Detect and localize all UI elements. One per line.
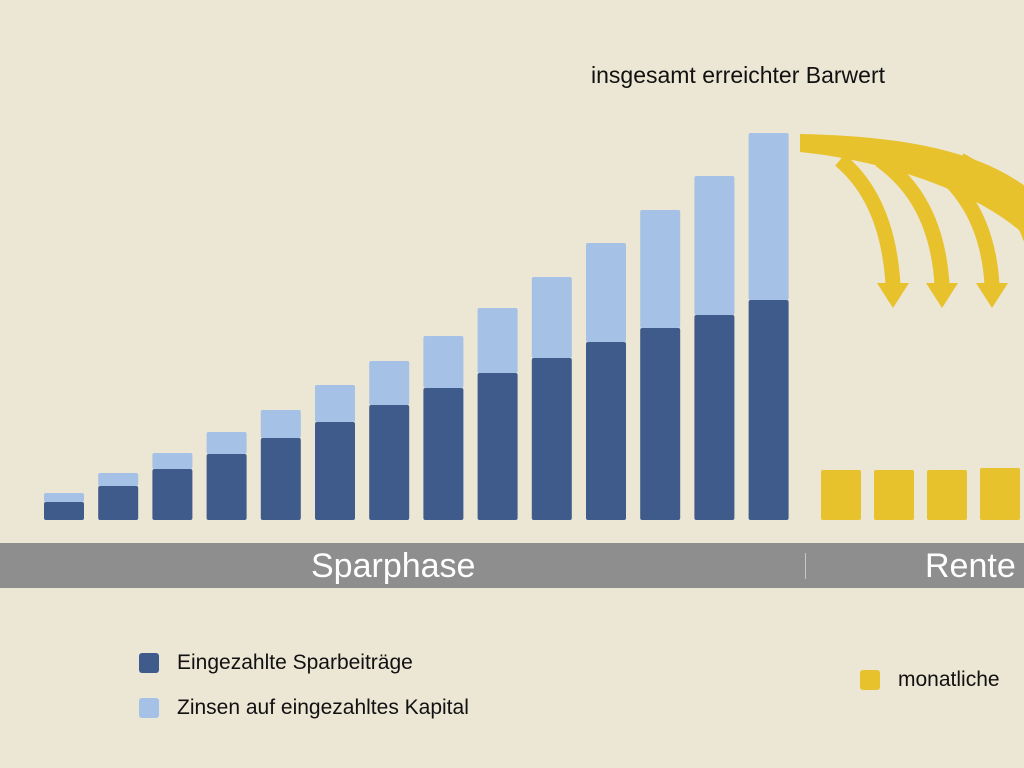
bar-rente-2 xyxy=(874,470,914,520)
bar-einzahlung-2 xyxy=(98,486,139,520)
legend-item-zinsen: Zinsen auf eingezahltes Kapital xyxy=(139,696,469,720)
bar-zinsen-6 xyxy=(315,385,355,422)
bar-einzahlung-10 xyxy=(531,358,572,520)
phase-bar xyxy=(0,543,1024,588)
bar-zinsen-3 xyxy=(152,453,193,469)
bar-einzahlung-14 xyxy=(748,300,789,520)
phase-divider xyxy=(805,553,806,579)
arrow-head-1 xyxy=(877,283,909,308)
bar-einzahlung-3 xyxy=(152,469,193,520)
legend-swatch xyxy=(139,698,159,718)
legend-label: Zinsen auf eingezahltes Kapital xyxy=(177,696,469,719)
arrow-head-3 xyxy=(976,283,1008,308)
bar-rente-3 xyxy=(927,470,967,520)
arrow-3 xyxy=(920,153,1000,286)
bar-einzahlung-8 xyxy=(423,388,464,520)
chart-title: insgesamt erreichter Barwert xyxy=(591,62,885,88)
legend-item-monatliche: monatliche xyxy=(860,668,1000,692)
legend-swatch xyxy=(860,670,880,690)
bar-einzahlung-11 xyxy=(586,342,626,520)
arrow-4 xyxy=(956,153,1024,242)
bar-zinsen-12 xyxy=(640,210,681,328)
bar-einzahlung-12 xyxy=(640,328,681,520)
bar-zinsen-9 xyxy=(477,308,518,373)
bar-einzahlung-4 xyxy=(206,454,247,520)
bar-zinsen-4 xyxy=(206,432,247,454)
bar-einzahlung-6 xyxy=(315,422,355,520)
legend-label: Eingezahlte Sparbeiträge xyxy=(177,651,413,674)
arrow-head-2 xyxy=(926,283,958,308)
phase-label-sparphase: Sparphase xyxy=(311,547,476,585)
bar-zinsen-13 xyxy=(694,176,735,315)
legend-item-einzahlungen: Eingezahlte Sparbeiträge xyxy=(139,651,413,675)
bar-rente-4 xyxy=(980,468,1020,520)
bar-einzahlung-5 xyxy=(260,438,301,520)
bar-zinsen-7 xyxy=(369,361,410,405)
bar-einzahlung-1 xyxy=(44,502,84,520)
phase-label-rente: Rente xyxy=(925,547,1016,585)
arrow-2 xyxy=(875,153,950,286)
bar-zinsen-5 xyxy=(260,410,301,438)
bar-zinsen-10 xyxy=(531,277,572,358)
bar-einzahlung-9 xyxy=(477,373,518,520)
legend-label: monatliche xyxy=(898,668,1000,691)
legend-swatch xyxy=(139,653,159,673)
bar-zinsen-14 xyxy=(748,133,789,300)
bar-zinsen-8 xyxy=(423,336,464,388)
arrow-1 xyxy=(835,154,901,286)
bar-zinsen-11 xyxy=(586,243,626,342)
bar-zinsen-2 xyxy=(98,473,139,486)
payout-arrows xyxy=(800,134,1024,308)
bar-einzahlung-7 xyxy=(369,405,410,520)
bar-zinsen-1 xyxy=(44,493,84,502)
bar-einzahlung-13 xyxy=(694,315,735,520)
bar-rente-1 xyxy=(821,470,861,520)
